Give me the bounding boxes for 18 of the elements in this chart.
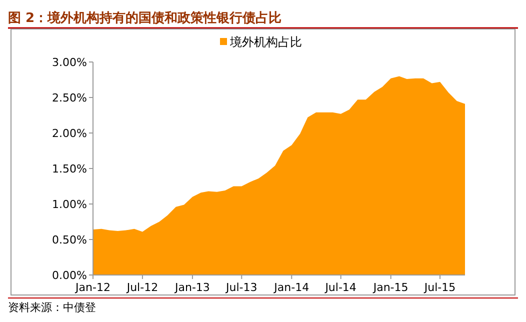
y-tick-label: 1.50% [52,162,87,176]
y-tick-label: 0.00% [52,268,87,282]
x-tick-label: Jul-12 [126,281,158,294]
y-tick-label: 2.50% [52,91,87,104]
legend-label: 境外机构占比 [229,35,302,49]
x-tick-label: Jul-14 [324,281,356,294]
x-tick-label: Jan-15 [372,281,408,294]
y-tick-label: 1.00% [52,198,87,211]
y-tick-label: 3.00% [52,56,87,69]
x-tick-label: Jul-15 [423,281,456,294]
text: 资料来源：中债登 [8,301,96,314]
x-tick-label: Jan-13 [174,281,210,294]
y-tick-label: 0.50% [52,233,87,246]
chart-title: 图 2：境外机构持有的国债和政策性银行债占比 [8,10,282,26]
y-tick-label: 2.00% [52,126,87,140]
x-tick-label: Jan-12 [74,281,110,294]
x-tick-label: Jul-13 [225,281,258,294]
x-tick-label: Jan-14 [273,281,310,294]
